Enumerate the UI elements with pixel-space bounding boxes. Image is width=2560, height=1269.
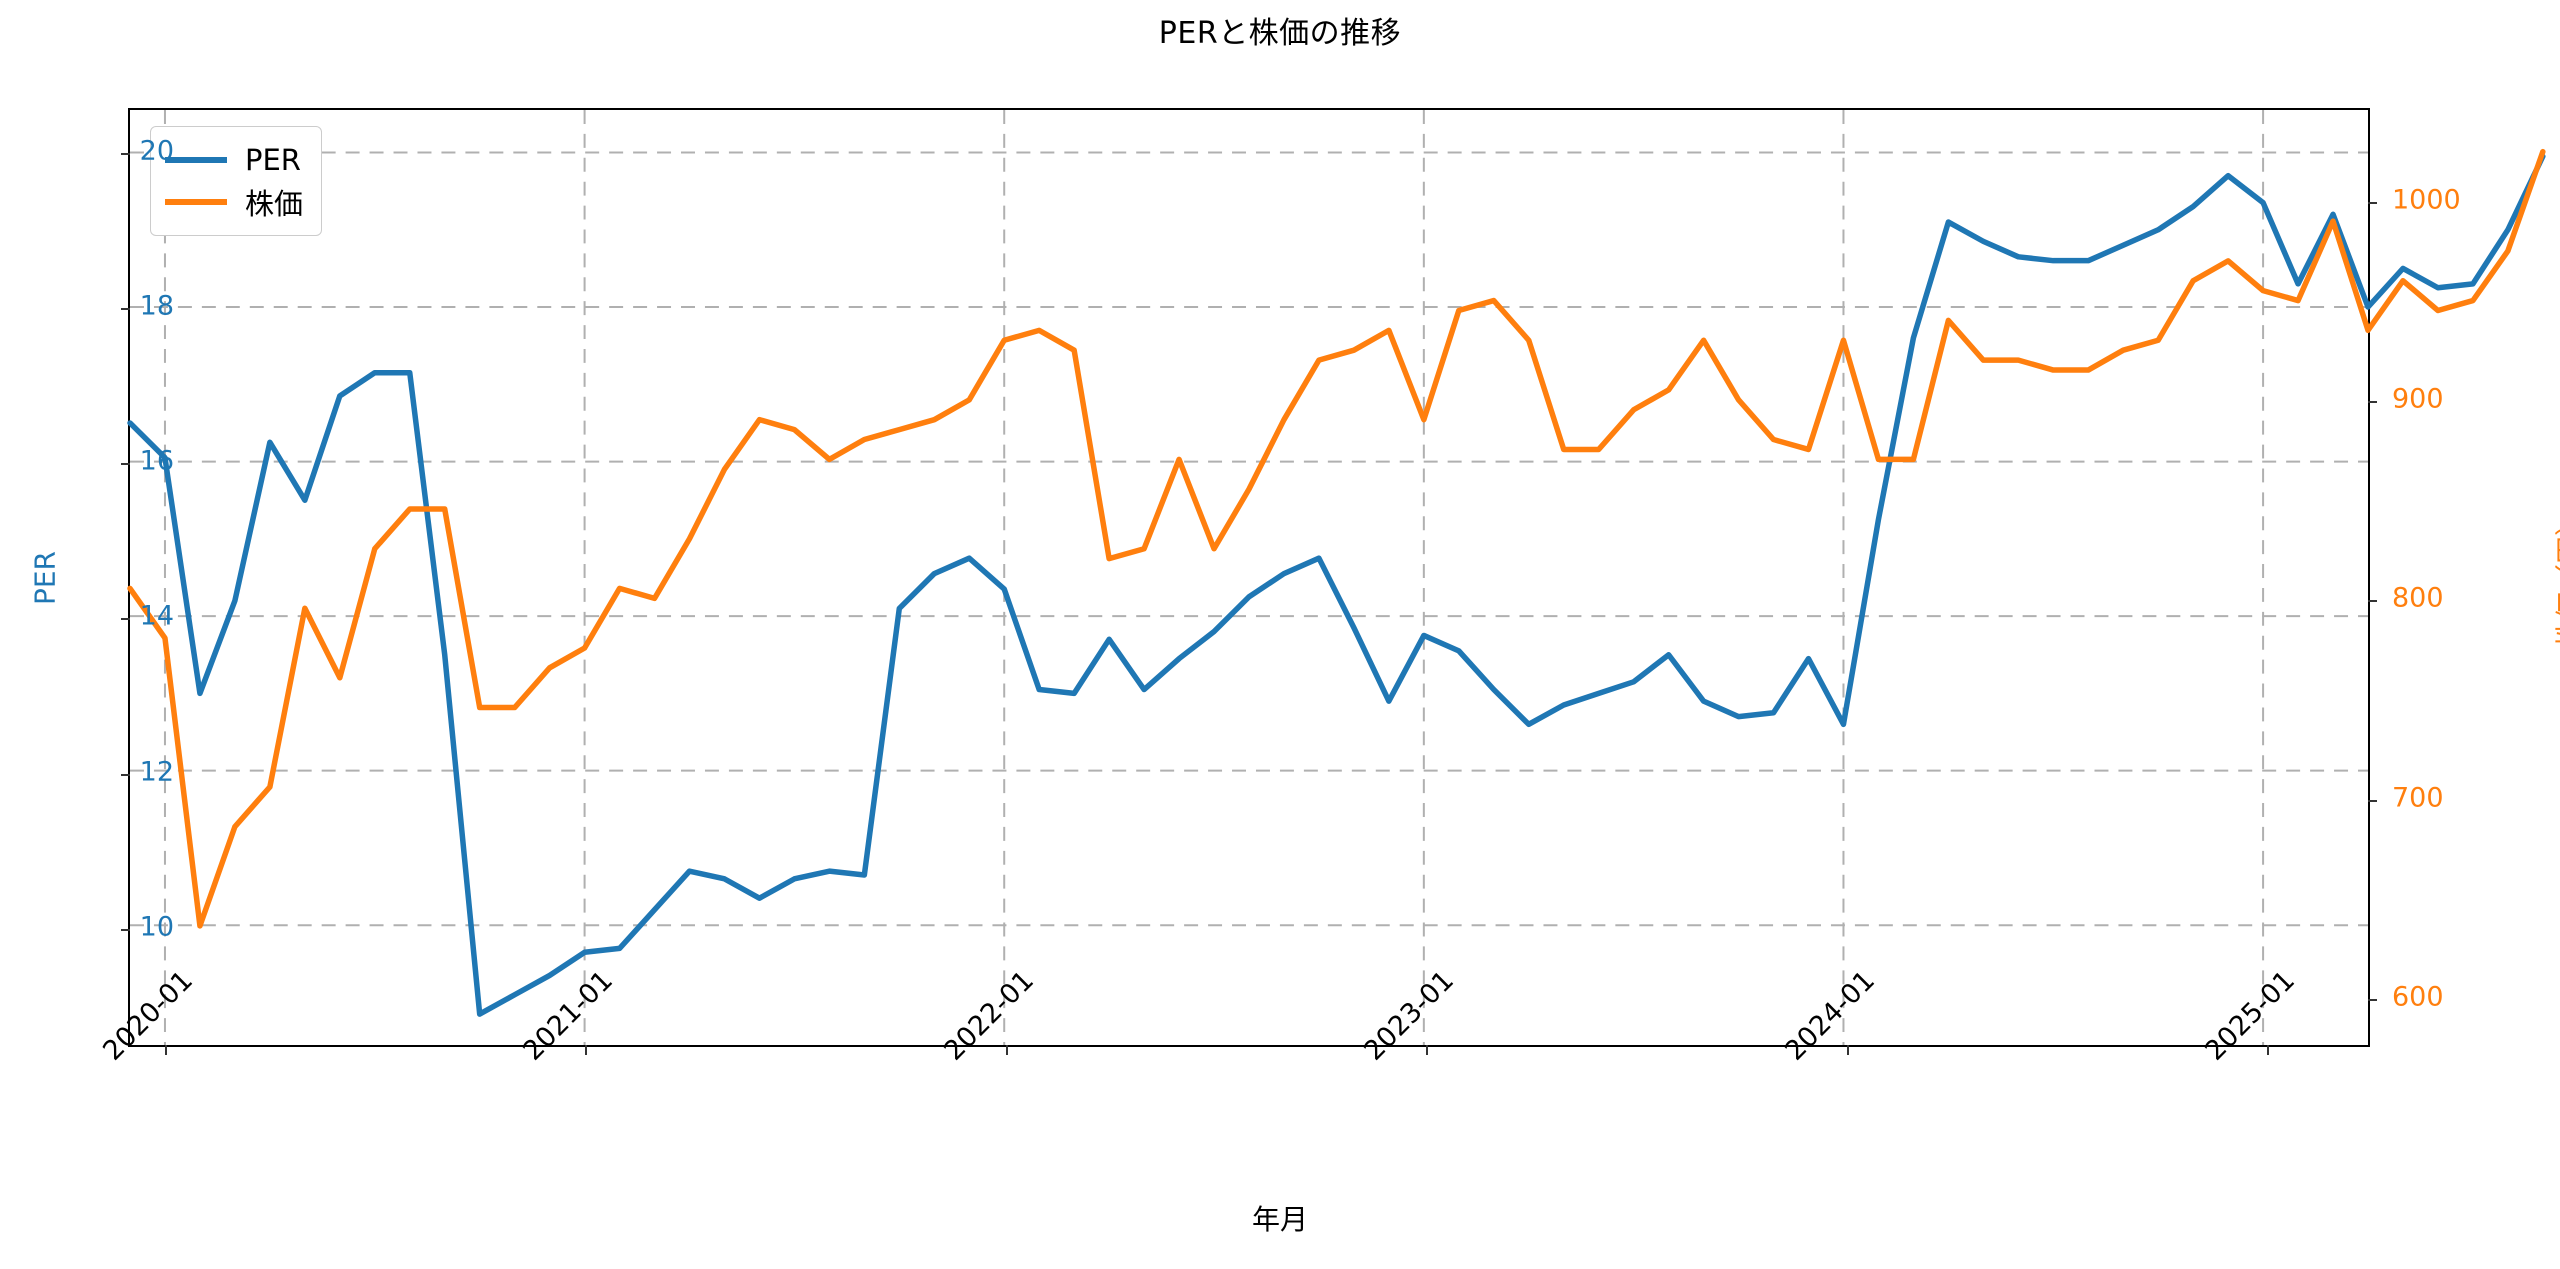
y-axis-right-tick-label: 700 [2392,782,2444,814]
y-axis-right-tick-label: 900 [2392,383,2444,415]
y-axis-left-tick-label: 16 [139,445,174,477]
y-axis-right-tick-label: 600 [2392,981,2444,1013]
series-line-price [130,152,2543,926]
y-axis-left-tick-mark [121,928,130,931]
y-axis-left-tick-mark [121,152,130,155]
y-axis-right-tick-label: 800 [2392,582,2444,614]
x-axis-tick-mark [1005,1045,1008,1055]
legend-item-per[interactable]: PER [165,139,303,181]
y-axis-left-tick-mark [121,307,130,310]
y-axis-right-tick-mark [2368,401,2377,404]
plot-area: PER 株価 [121,108,2370,1055]
legend-label-per: PER [245,143,301,177]
x-axis-tick-mark [1426,1045,1429,1055]
x-axis-tick-mark [2266,1045,2269,1055]
y-axis-left-tick-mark [121,773,130,776]
y-axis-left-tick-label: 20 [139,135,174,167]
legend-swatch-per [165,157,227,163]
legend-swatch-price [165,199,227,205]
legend-label-price: 株価 [245,187,304,221]
y-axis-right-tick-mark [2368,201,2377,204]
y-axis-left-tick-label: 18 [139,290,174,322]
y-axis-right-tick-mark [2368,799,2377,802]
data-lines [130,110,2368,1045]
y-axis-left-tick-label: 14 [139,600,174,632]
page-title: PERと株価の推移 [1158,16,1402,51]
x-axis-tick-mark [165,1045,168,1055]
x-axis-tick-mark [1846,1045,1849,1055]
y-axis-left-tick-label: 12 [139,756,174,787]
legend-item-price[interactable]: 株価 [165,181,303,223]
legend: PER 株価 [150,126,323,236]
series-line-per [130,156,2543,1014]
y-axis-right-label: 株価（円） [2553,507,2560,649]
y-axis-left-tick-mark [121,463,130,466]
y-axis-left-tick-label: 10 [139,911,174,943]
y-axis-left-tick-mark [121,618,130,621]
y-axis-right-tick-label: 1000 [2392,184,2461,216]
x-axis-tick-mark [585,1045,588,1055]
x-axis-label: 年月 [1251,1203,1308,1236]
y-axis-right-tick-mark [2368,600,2377,603]
y-axis-right-tick-mark [2368,999,2377,1002]
y-axis-left-label: PER [28,550,62,606]
gridlines [130,110,2368,1045]
